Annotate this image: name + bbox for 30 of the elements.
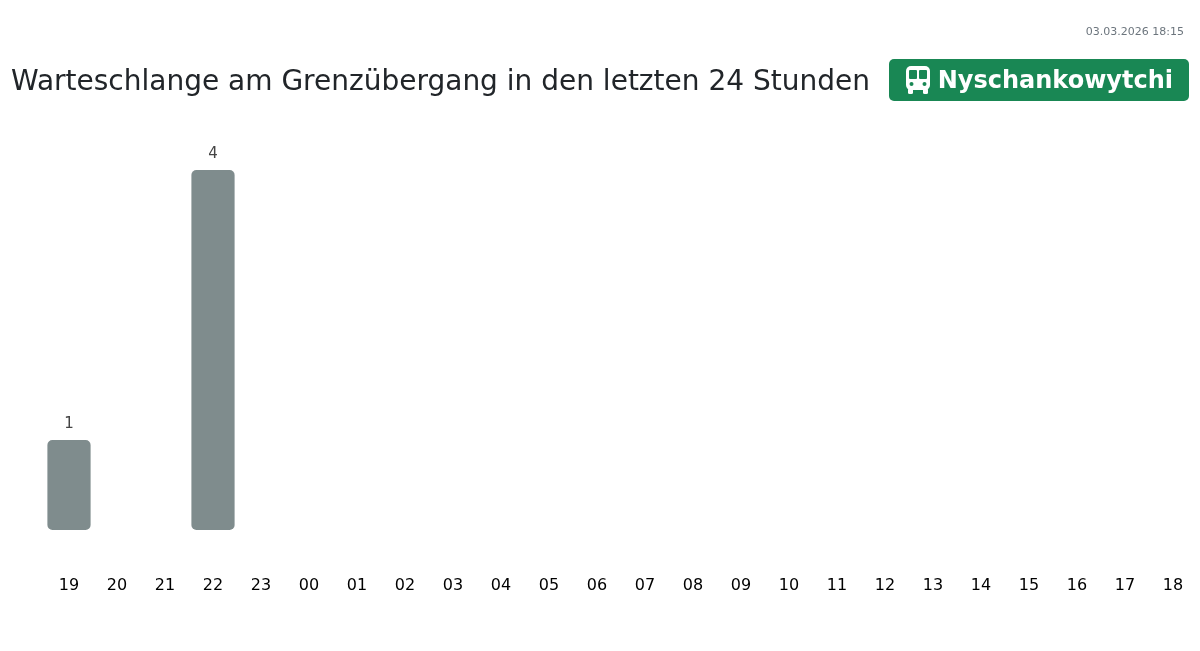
x-tick-label: 21: [154, 574, 176, 594]
x-tick-label: 19: [58, 574, 80, 594]
x-tick-label: 13: [922, 574, 944, 594]
data-label: 1: [64, 413, 74, 432]
x-tick-label: 10: [778, 574, 800, 594]
chart-subtitle: Nyschankowytchi: [937, 66, 1173, 94]
x-tick-label: 16: [1066, 574, 1088, 594]
x-tick-label: 04: [490, 574, 512, 594]
x-tick-label: 05: [538, 574, 560, 594]
x-tick-label: 17: [1114, 574, 1136, 594]
x-tick-label: 14: [970, 574, 992, 594]
x-tick-label: 15: [1018, 574, 1040, 594]
x-tick-label: 06: [586, 574, 608, 594]
x-tick-label: 03: [442, 574, 464, 594]
x-tick-label: 07: [634, 574, 656, 594]
chart-title: Warteschlange am Grenzübergang in den letzten 24 Stunden: [11, 63, 870, 97]
x-tick-label: 00: [298, 574, 320, 594]
text: 03.03.2026 18:15: [1085, 24, 1184, 40]
x-tick-label: 22: [202, 574, 224, 594]
x-tick-label: 01: [346, 574, 368, 594]
x-tick-label: 20: [106, 574, 128, 594]
data-label: 4: [208, 143, 218, 162]
x-tick-label: 12: [874, 574, 896, 594]
x-tick-label: 11: [826, 574, 848, 594]
x-tick-label: 18: [1162, 574, 1184, 594]
x-tick-label: 02: [394, 574, 416, 594]
x-tick-label: 23: [250, 574, 272, 594]
x-tick-label: 08: [682, 574, 704, 594]
badge: Nyschankowytchi: [888, 59, 1189, 101]
x-tick-label: 09: [730, 574, 752, 594]
